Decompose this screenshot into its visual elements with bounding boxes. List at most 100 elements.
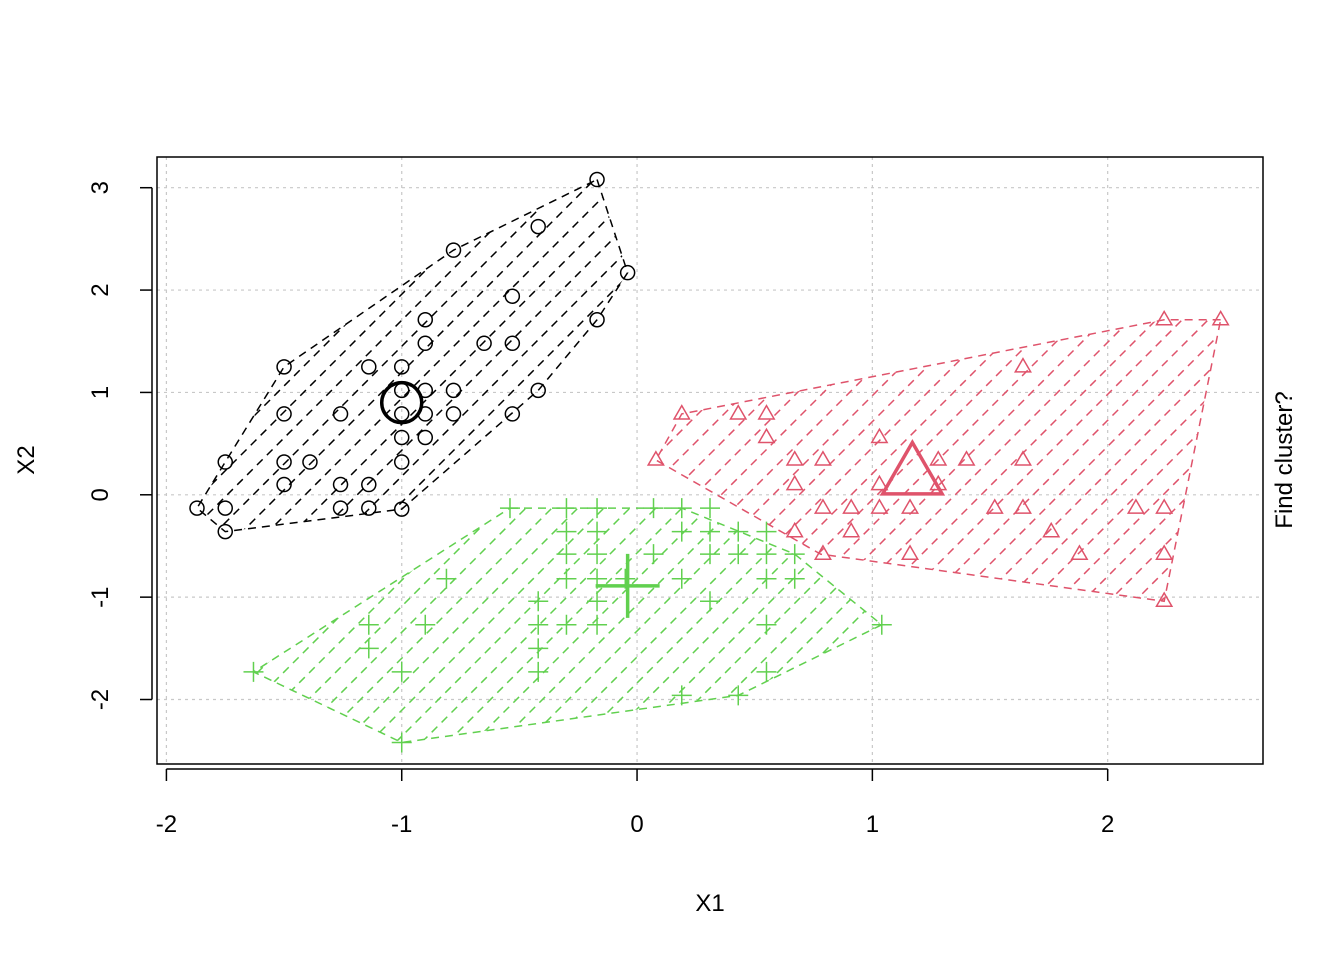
hatch-line: [197, 179, 628, 532]
data-point: [929, 450, 948, 466]
data-point: [870, 498, 889, 514]
hatch-line: [697, 319, 1221, 602]
hatch-line: [197, 179, 628, 532]
x-tick-label: 2: [1101, 811, 1114, 838]
data-point: [901, 544, 920, 560]
hatch-line: [197, 179, 385, 532]
data-point: [415, 614, 436, 635]
hatch-line: [619, 508, 882, 743]
hatch-line: [197, 179, 628, 532]
hatch-line: [197, 179, 619, 532]
hatch-line: [0, 0, 72, 960]
hatch-line: [655, 319, 853, 602]
data-point: [499, 498, 520, 519]
hatch-line: [0, 0, 124, 960]
hatch-line: [655, 319, 1221, 602]
hatch-line: [655, 319, 1221, 602]
hatch-line: [253, 508, 882, 743]
data-point: [671, 568, 692, 589]
data-point: [528, 638, 549, 659]
hatch-line: [253, 508, 385, 743]
hatch-line: [655, 319, 957, 602]
cluster-hull: [251, 507, 884, 744]
hatch-line: [0, 0, 592, 960]
hatch-line: [1140, 0, 1344, 960]
data-point: [700, 521, 720, 542]
data-point: [393, 454, 410, 470]
hatch-line: [0, 0, 566, 960]
hatch-line: [463, 508, 882, 743]
hatch-line: [197, 179, 628, 532]
data-point: [957, 450, 976, 466]
hatch-line: [253, 508, 359, 743]
y-tick-label: 0: [87, 488, 114, 501]
data-point: [217, 454, 233, 470]
hatch-line: [0, 0, 228, 960]
data-point: [217, 523, 233, 540]
hatch-line: [197, 179, 307, 532]
hatch-line: [0, 0, 20, 960]
hatch-line: [253, 508, 882, 743]
data-point: [1155, 310, 1174, 326]
hatch-line: [197, 179, 628, 532]
data-point: [813, 498, 832, 514]
right-axis-label: Find cluster?: [1271, 391, 1298, 528]
data-point: [587, 498, 608, 519]
data-point: [1013, 357, 1032, 373]
hatch-line: [253, 508, 515, 743]
data-point: [1211, 310, 1230, 326]
data-point: [445, 382, 462, 399]
hatch-line: [0, 0, 124, 960]
hatch-line: [253, 508, 593, 743]
hatch-line: [197, 179, 628, 532]
hatch-line: [0, 0, 46, 960]
hatch-line: [655, 319, 1221, 602]
data-point: [276, 476, 292, 493]
hatch-line: [1114, 0, 1344, 960]
hatch-line: [655, 319, 1221, 602]
hatch-line: [253, 508, 882, 743]
hatch-line: [0, 0, 436, 960]
hatch-line: [655, 319, 723, 602]
y-tick-label: -1: [87, 586, 114, 607]
data-point: [619, 264, 636, 281]
hatch-line: [0, 0, 20, 960]
hatch-line: [0, 0, 72, 960]
data-point: [504, 335, 521, 352]
grid: [157, 157, 1263, 764]
data-point: [556, 544, 577, 565]
data-point: [276, 406, 292, 422]
hatch-line: [253, 508, 619, 743]
hatch-line: [655, 319, 1221, 602]
hatch-line: [197, 179, 359, 532]
hatch-line: [1113, 319, 1221, 602]
hatch-line: [655, 319, 1191, 602]
data-point: [243, 661, 264, 682]
hatch-line: [1192, 0, 1344, 960]
hatch-line: [655, 319, 1221, 602]
hatch-line: [253, 508, 541, 743]
data-point: [391, 732, 412, 753]
hatch-line: [0, 0, 280, 960]
data-point: [189, 500, 205, 516]
data-point: [332, 406, 349, 422]
x-tick-label: -2: [156, 811, 177, 838]
y-tick-label: 1: [87, 386, 114, 399]
hatch-line: [0, 0, 176, 960]
data-point: [361, 500, 377, 516]
data-point: [785, 521, 804, 538]
hatch-line: [253, 508, 723, 743]
plot-frame: [156, 156, 1264, 765]
hatch-line: [0, 0, 358, 960]
data-point: [528, 614, 549, 635]
cluster-centers: [379, 380, 946, 618]
hatch-line: [655, 319, 1221, 602]
hatch-line: [1296, 0, 1344, 960]
data-point: [476, 335, 492, 352]
hatch-line: [655, 319, 879, 602]
data-point: [528, 661, 549, 682]
x-axis-label: X1: [695, 890, 724, 917]
hatch-line: [197, 179, 229, 532]
data-point: [813, 544, 832, 560]
